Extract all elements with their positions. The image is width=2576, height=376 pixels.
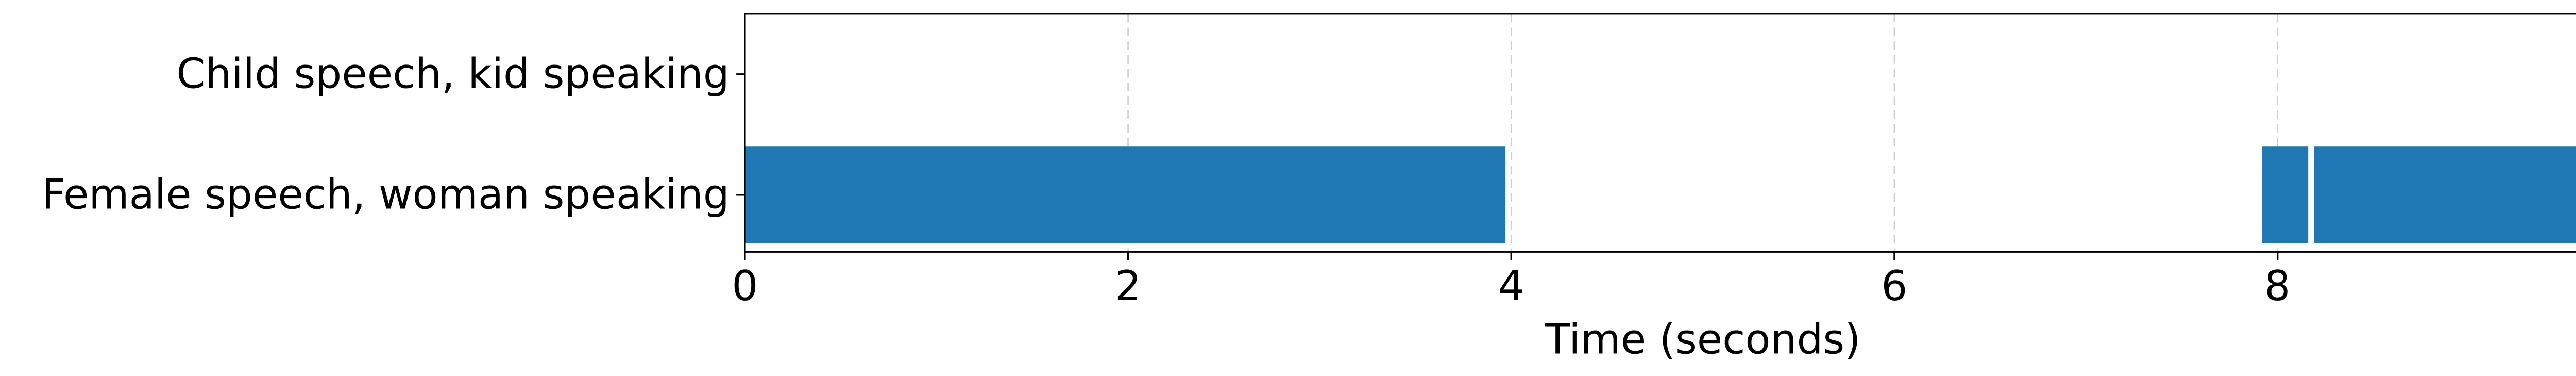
x-tick-label: 8 xyxy=(2264,261,2291,310)
y-axis: Child speech, kid speaking Female speech,… xyxy=(42,50,745,219)
x-tick-label: 4 xyxy=(1498,261,1524,310)
segment-bar xyxy=(2314,146,2576,243)
y-tick-label: Female speech, woman speaking xyxy=(42,170,730,219)
y-tick-label: Child speech, kid speaking xyxy=(176,50,729,98)
x-tick-label: 2 xyxy=(1115,261,1141,310)
segment-bar xyxy=(2262,146,2309,243)
bars xyxy=(744,146,2576,243)
x-axis: 0246810 xyxy=(732,252,2291,310)
x-tick-label: 6 xyxy=(1881,261,1907,310)
segment-bar xyxy=(744,146,1506,243)
x-tick-label: 0 xyxy=(732,261,758,310)
axes-frame xyxy=(744,13,2576,253)
x-axis-label: Time (seconds) xyxy=(1545,315,1861,364)
